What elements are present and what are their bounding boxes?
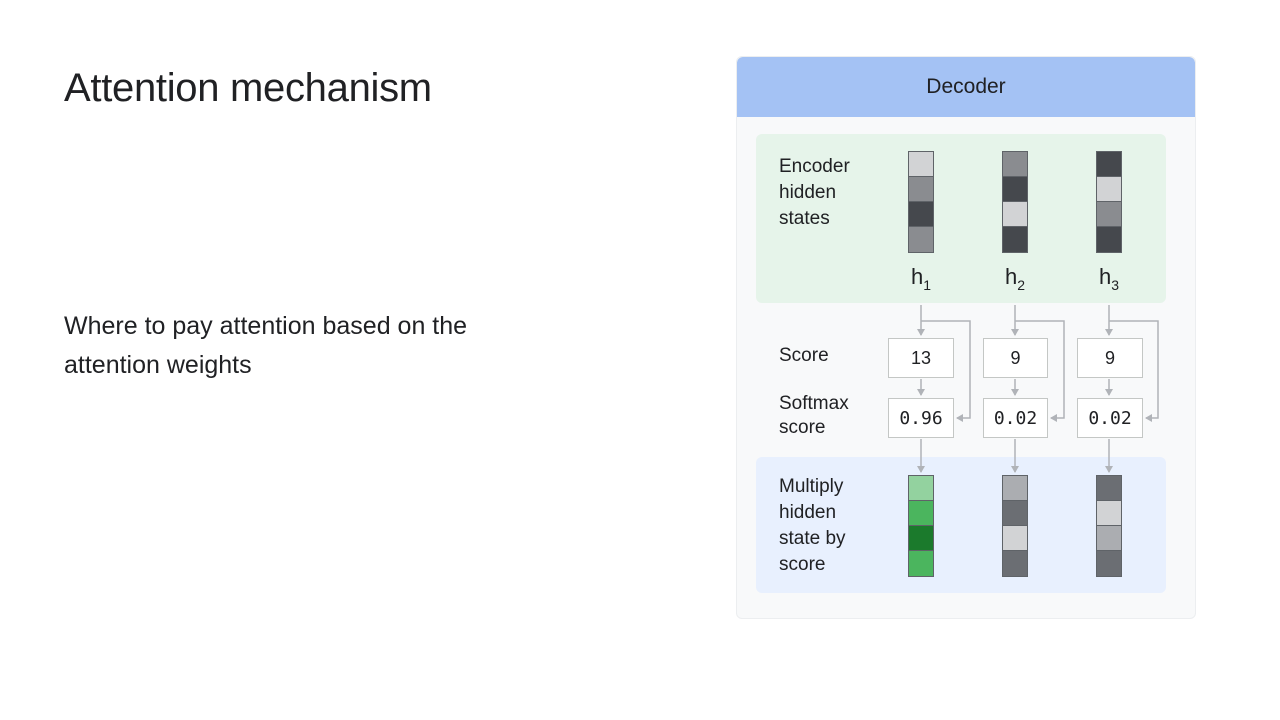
multiply-label: Multiply hidden state by score — [779, 476, 846, 575]
vector-cell — [1097, 551, 1121, 576]
h3-label: h3 — [1089, 264, 1129, 293]
vector-cell — [1097, 202, 1121, 227]
h2-sub: 2 — [1017, 277, 1026, 293]
vector-cell — [1097, 152, 1121, 177]
softmax-box-1: 0.96 — [888, 398, 954, 438]
score-box-2: 9 — [983, 338, 1048, 378]
h1-label: h1 — [901, 264, 941, 293]
h1-sub: 1 — [923, 277, 932, 293]
vector-cell — [909, 152, 933, 177]
vector-cell — [1003, 501, 1027, 526]
vector-cell — [1003, 177, 1027, 202]
h3-base: h — [1098, 264, 1112, 289]
h2-label: h2 — [995, 264, 1035, 293]
softmax-score-label: Softmax score — [779, 393, 849, 438]
vector-cell — [1097, 177, 1121, 202]
h1-base: h — [910, 264, 924, 289]
vector-cell — [1097, 526, 1121, 551]
vector-cell — [909, 177, 933, 202]
encoder-vector-h1 — [908, 151, 934, 253]
score-box-3: 9 — [1077, 338, 1143, 378]
result-vector-3 — [1096, 475, 1122, 577]
vector-cell — [1003, 152, 1027, 177]
result-vector-2 — [1002, 475, 1028, 577]
vector-cell — [909, 227, 933, 252]
encoder-vector-h2 — [1002, 151, 1028, 253]
slide-body-text: Where to pay attention based on the atte… — [64, 312, 468, 379]
vector-cell — [909, 526, 933, 551]
h2-base: h — [1004, 264, 1018, 289]
vector-cell — [1003, 202, 1027, 227]
encoder-vector-h3 — [1096, 151, 1122, 253]
vector-cell — [1003, 551, 1027, 576]
vector-cell — [909, 551, 933, 576]
vector-cell — [909, 476, 933, 501]
vector-cell — [1003, 476, 1027, 501]
decoder-header: Decoder — [737, 57, 1195, 117]
softmax-box-3: 0.02 — [1077, 398, 1143, 438]
result-vector-1 — [908, 475, 934, 577]
slide-title: Attention mechanism — [64, 66, 432, 110]
vector-cell — [1003, 526, 1027, 551]
vector-cell — [1097, 501, 1121, 526]
vector-cell — [1097, 476, 1121, 501]
softmax-box-2: 0.02 — [983, 398, 1048, 438]
encoder-hidden-states-label: Encoder hidden states — [779, 156, 850, 229]
vector-cell — [1097, 227, 1121, 252]
vector-cell — [909, 501, 933, 526]
h3-sub: 3 — [1111, 277, 1120, 293]
vector-cell — [1003, 227, 1027, 252]
score-box-1: 13 — [888, 338, 954, 378]
vector-cell — [909, 202, 933, 227]
score-label: Score — [779, 345, 829, 366]
